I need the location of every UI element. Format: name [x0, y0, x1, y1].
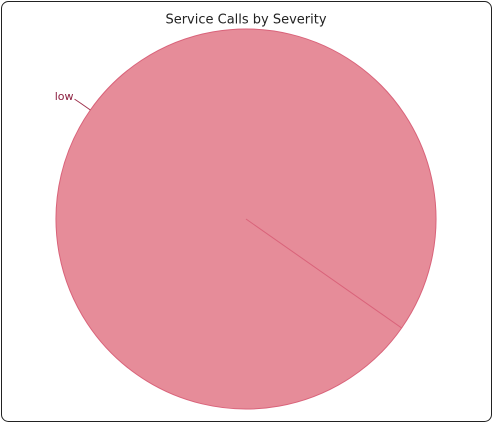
chart-title: Service Calls by Severity	[165, 13, 326, 28]
slice-label: low	[55, 90, 74, 103]
pie-slice	[55, 28, 437, 410]
leader-line	[74, 98, 91, 111]
